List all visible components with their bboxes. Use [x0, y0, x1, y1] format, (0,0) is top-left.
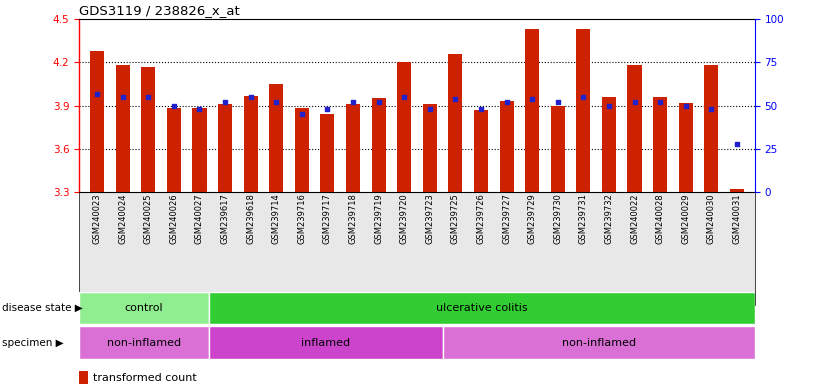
- Bar: [372, 98, 385, 192]
- Bar: [244, 96, 258, 192]
- Bar: [167, 109, 181, 192]
- Bar: [576, 29, 590, 192]
- Point: [525, 96, 539, 102]
- Point: [244, 94, 258, 100]
- Bar: [193, 109, 207, 192]
- Point: [398, 94, 411, 100]
- Bar: [269, 84, 284, 192]
- Bar: [320, 114, 334, 192]
- Point: [731, 141, 744, 147]
- Bar: [294, 109, 309, 192]
- Point: [576, 94, 590, 100]
- Point: [423, 106, 436, 112]
- Text: GDS3119 / 238826_x_at: GDS3119 / 238826_x_at: [79, 3, 240, 17]
- Point: [219, 99, 232, 105]
- Point: [269, 99, 283, 105]
- Bar: [653, 97, 667, 192]
- Point: [346, 99, 359, 105]
- Text: inflamed: inflamed: [302, 338, 350, 348]
- Point: [705, 106, 718, 112]
- Point: [116, 94, 129, 100]
- Point: [90, 91, 103, 97]
- Text: ulcerative colitis: ulcerative colitis: [436, 303, 528, 313]
- Bar: [525, 29, 540, 192]
- Bar: [423, 104, 437, 192]
- Point: [295, 111, 309, 118]
- Text: specimen ▶: specimen ▶: [2, 338, 63, 348]
- Bar: [443, 326, 755, 359]
- Bar: [397, 63, 411, 192]
- Bar: [704, 65, 718, 192]
- Bar: [141, 67, 155, 192]
- Point: [168, 103, 181, 109]
- Bar: [730, 189, 744, 192]
- Bar: [218, 104, 232, 192]
- Bar: [449, 54, 462, 192]
- Point: [475, 106, 488, 112]
- Text: non-inflamed: non-inflamed: [107, 338, 181, 348]
- Text: non-inflamed: non-inflamed: [562, 338, 636, 348]
- Point: [679, 103, 692, 109]
- Bar: [346, 104, 360, 192]
- Bar: [627, 65, 641, 192]
- Bar: [116, 65, 130, 192]
- Point: [500, 99, 513, 105]
- Text: transformed count: transformed count: [93, 373, 196, 383]
- Text: disease state ▶: disease state ▶: [2, 303, 83, 313]
- Bar: [90, 51, 104, 192]
- Bar: [474, 110, 488, 192]
- Bar: [209, 292, 755, 324]
- Point: [142, 94, 155, 100]
- Bar: [79, 292, 209, 324]
- Bar: [79, 326, 209, 359]
- Point: [551, 99, 565, 105]
- Point: [628, 99, 641, 105]
- Bar: [500, 101, 514, 192]
- Text: control: control: [125, 303, 163, 313]
- Bar: [679, 103, 693, 192]
- Point: [449, 96, 462, 102]
- Bar: [550, 106, 565, 192]
- Bar: [79, 371, 88, 384]
- Bar: [209, 326, 443, 359]
- Point: [602, 103, 615, 109]
- Point: [321, 106, 334, 112]
- Point: [372, 99, 385, 105]
- Point: [193, 106, 206, 112]
- Point: [653, 99, 666, 105]
- Bar: [602, 97, 616, 192]
